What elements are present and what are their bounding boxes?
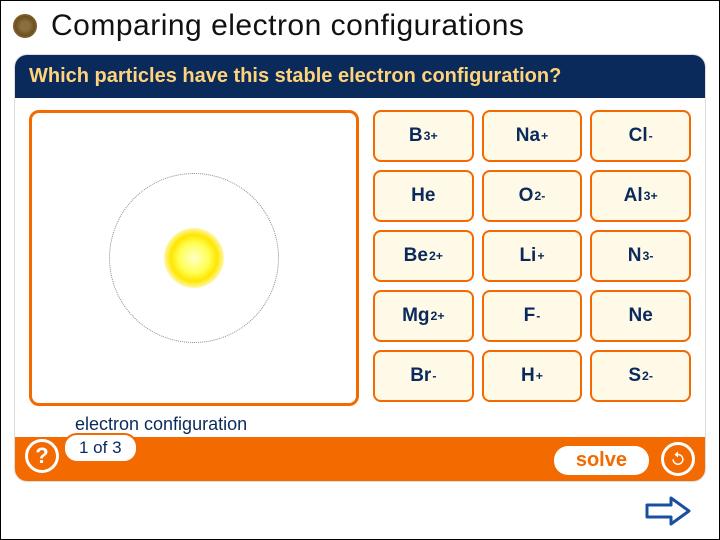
electron-orbit (109, 173, 279, 343)
answer-cell[interactable]: Cl- (590, 110, 691, 162)
answer-cell[interactable]: N3- (590, 230, 691, 282)
bottom-toolbar: ? 1 of 3 solve (15, 437, 705, 481)
answer-charge: - (649, 129, 653, 143)
answer-base: Li (519, 245, 536, 267)
answer-base: Mg (402, 305, 429, 327)
answer-cell[interactable]: Br- (373, 350, 474, 402)
answer-charge: 2+ (429, 249, 443, 263)
answer-base: Na (516, 125, 540, 147)
solve-button[interactable]: solve (554, 446, 649, 475)
answer-charge: 2- (642, 369, 653, 383)
answer-cell[interactable]: Be2+ (373, 230, 474, 282)
help-icon: ? (35, 443, 48, 469)
answer-cell[interactable]: He (373, 170, 474, 222)
answer-charge: 2- (534, 189, 545, 203)
answer-base: O (519, 185, 534, 207)
nucleus-icon (164, 228, 224, 288)
arrow-right-icon (645, 495, 691, 527)
answer-base: H (521, 365, 535, 387)
answer-cell[interactable]: Na+ (482, 110, 583, 162)
answer-base: Cl (629, 125, 648, 147)
reset-button[interactable] (661, 442, 695, 476)
answer-cell[interactable]: F- (482, 290, 583, 342)
progress-counter: 1 of 3 (63, 433, 138, 463)
answer-cell[interactable]: Ne (590, 290, 691, 342)
answer-charge: + (537, 249, 544, 263)
answer-grid: B3+Na+Cl-HeO2-Al3+Be2+Li+N3-Mg2+F-NeBr-H… (373, 110, 691, 406)
answer-cell[interactable]: O2- (482, 170, 583, 222)
answer-cell[interactable]: Al3+ (590, 170, 691, 222)
electron-diagram-panel (29, 110, 359, 406)
answer-charge: 2+ (431, 309, 445, 323)
activity-frame: Which particles have this stable electro… (15, 55, 705, 481)
answer-base: N (628, 245, 642, 267)
answer-cell[interactable]: B3+ (373, 110, 474, 162)
slide-title: Comparing electron configurations (51, 9, 524, 43)
answer-base: F (524, 305, 536, 327)
answer-charge: - (536, 309, 540, 323)
answer-base: B (409, 125, 423, 147)
diagram-caption-line1: electron configuration (75, 414, 691, 435)
answer-cell[interactable]: Mg2+ (373, 290, 474, 342)
answer-cell[interactable]: H+ (482, 350, 583, 402)
answer-base: Br (410, 365, 431, 387)
question-text: Which particles have this stable electro… (15, 55, 705, 98)
help-button[interactable]: ? (25, 439, 59, 473)
answer-base: S (628, 365, 641, 387)
answer-base: Be (404, 245, 428, 267)
answer-charge: 3+ (644, 189, 658, 203)
answer-cell[interactable]: S2- (590, 350, 691, 402)
answer-base: Al (624, 185, 643, 207)
answer-charge: 3+ (424, 129, 438, 143)
answer-base: He (411, 185, 435, 207)
slide-badge-icon (13, 14, 37, 38)
next-slide-button[interactable] (645, 495, 691, 527)
answer-charge: - (432, 369, 436, 383)
answer-charge: + (541, 129, 548, 143)
answer-cell[interactable]: Li+ (482, 230, 583, 282)
reset-icon (669, 450, 687, 468)
answer-charge: 3- (643, 249, 654, 263)
answer-base: Ne (629, 305, 653, 327)
answer-charge: + (536, 369, 543, 383)
